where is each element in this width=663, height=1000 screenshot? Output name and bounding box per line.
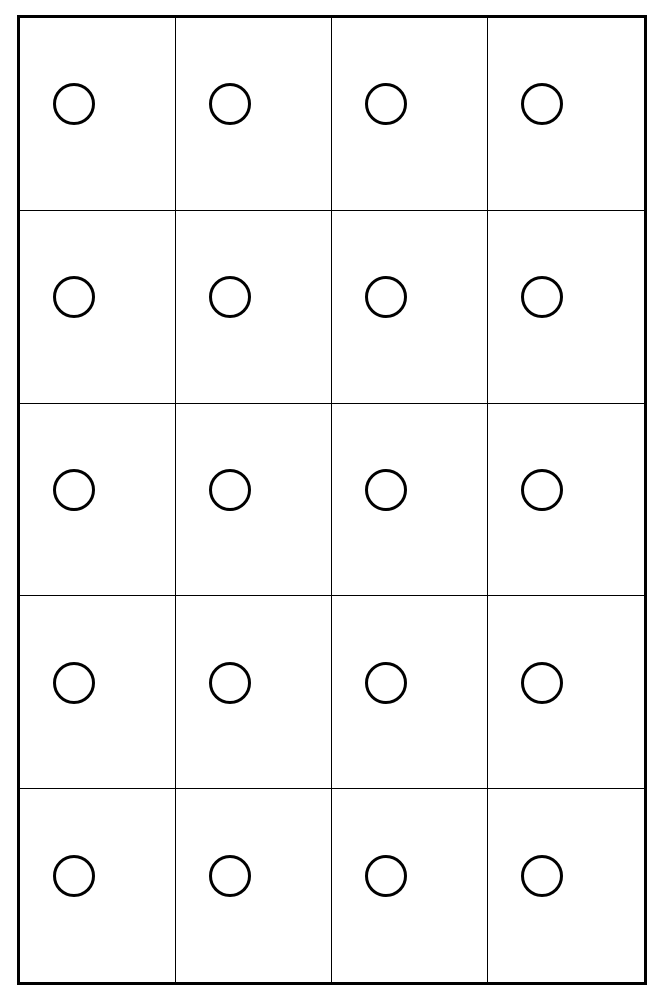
grid-cell	[332, 789, 488, 982]
circle-icon	[53, 469, 95, 511]
circle-icon	[53, 855, 95, 897]
grid	[20, 18, 644, 982]
grid-cell	[20, 211, 176, 404]
grid-cell	[20, 789, 176, 982]
circle-icon	[521, 855, 563, 897]
grid-cell	[332, 211, 488, 404]
grid-cell	[176, 211, 332, 404]
circle-icon	[365, 469, 407, 511]
circle-icon	[521, 276, 563, 318]
circle-icon	[365, 855, 407, 897]
circle-icon	[365, 662, 407, 704]
circle-icon	[209, 662, 251, 704]
grid-cell	[20, 404, 176, 597]
circle-icon	[209, 469, 251, 511]
grid-cell	[488, 789, 644, 982]
grid-cell	[176, 404, 332, 597]
grid-cell	[332, 404, 488, 597]
circle-icon	[365, 83, 407, 125]
circle-icon	[209, 83, 251, 125]
circle-icon	[521, 469, 563, 511]
grid-container	[17, 15, 647, 985]
grid-cell	[176, 596, 332, 789]
circle-icon	[209, 855, 251, 897]
grid-cell	[488, 404, 644, 597]
circle-icon	[53, 83, 95, 125]
grid-cell	[488, 18, 644, 211]
grid-cell	[332, 18, 488, 211]
grid-cell	[20, 18, 176, 211]
grid-cell	[488, 211, 644, 404]
grid-cell	[176, 789, 332, 982]
circle-icon	[209, 276, 251, 318]
grid-cell	[20, 596, 176, 789]
circle-icon	[53, 276, 95, 318]
circle-icon	[521, 662, 563, 704]
circle-icon	[521, 83, 563, 125]
grid-cell	[176, 18, 332, 211]
circle-icon	[53, 662, 95, 704]
circle-icon	[365, 276, 407, 318]
grid-cell	[332, 596, 488, 789]
grid-cell	[488, 596, 644, 789]
